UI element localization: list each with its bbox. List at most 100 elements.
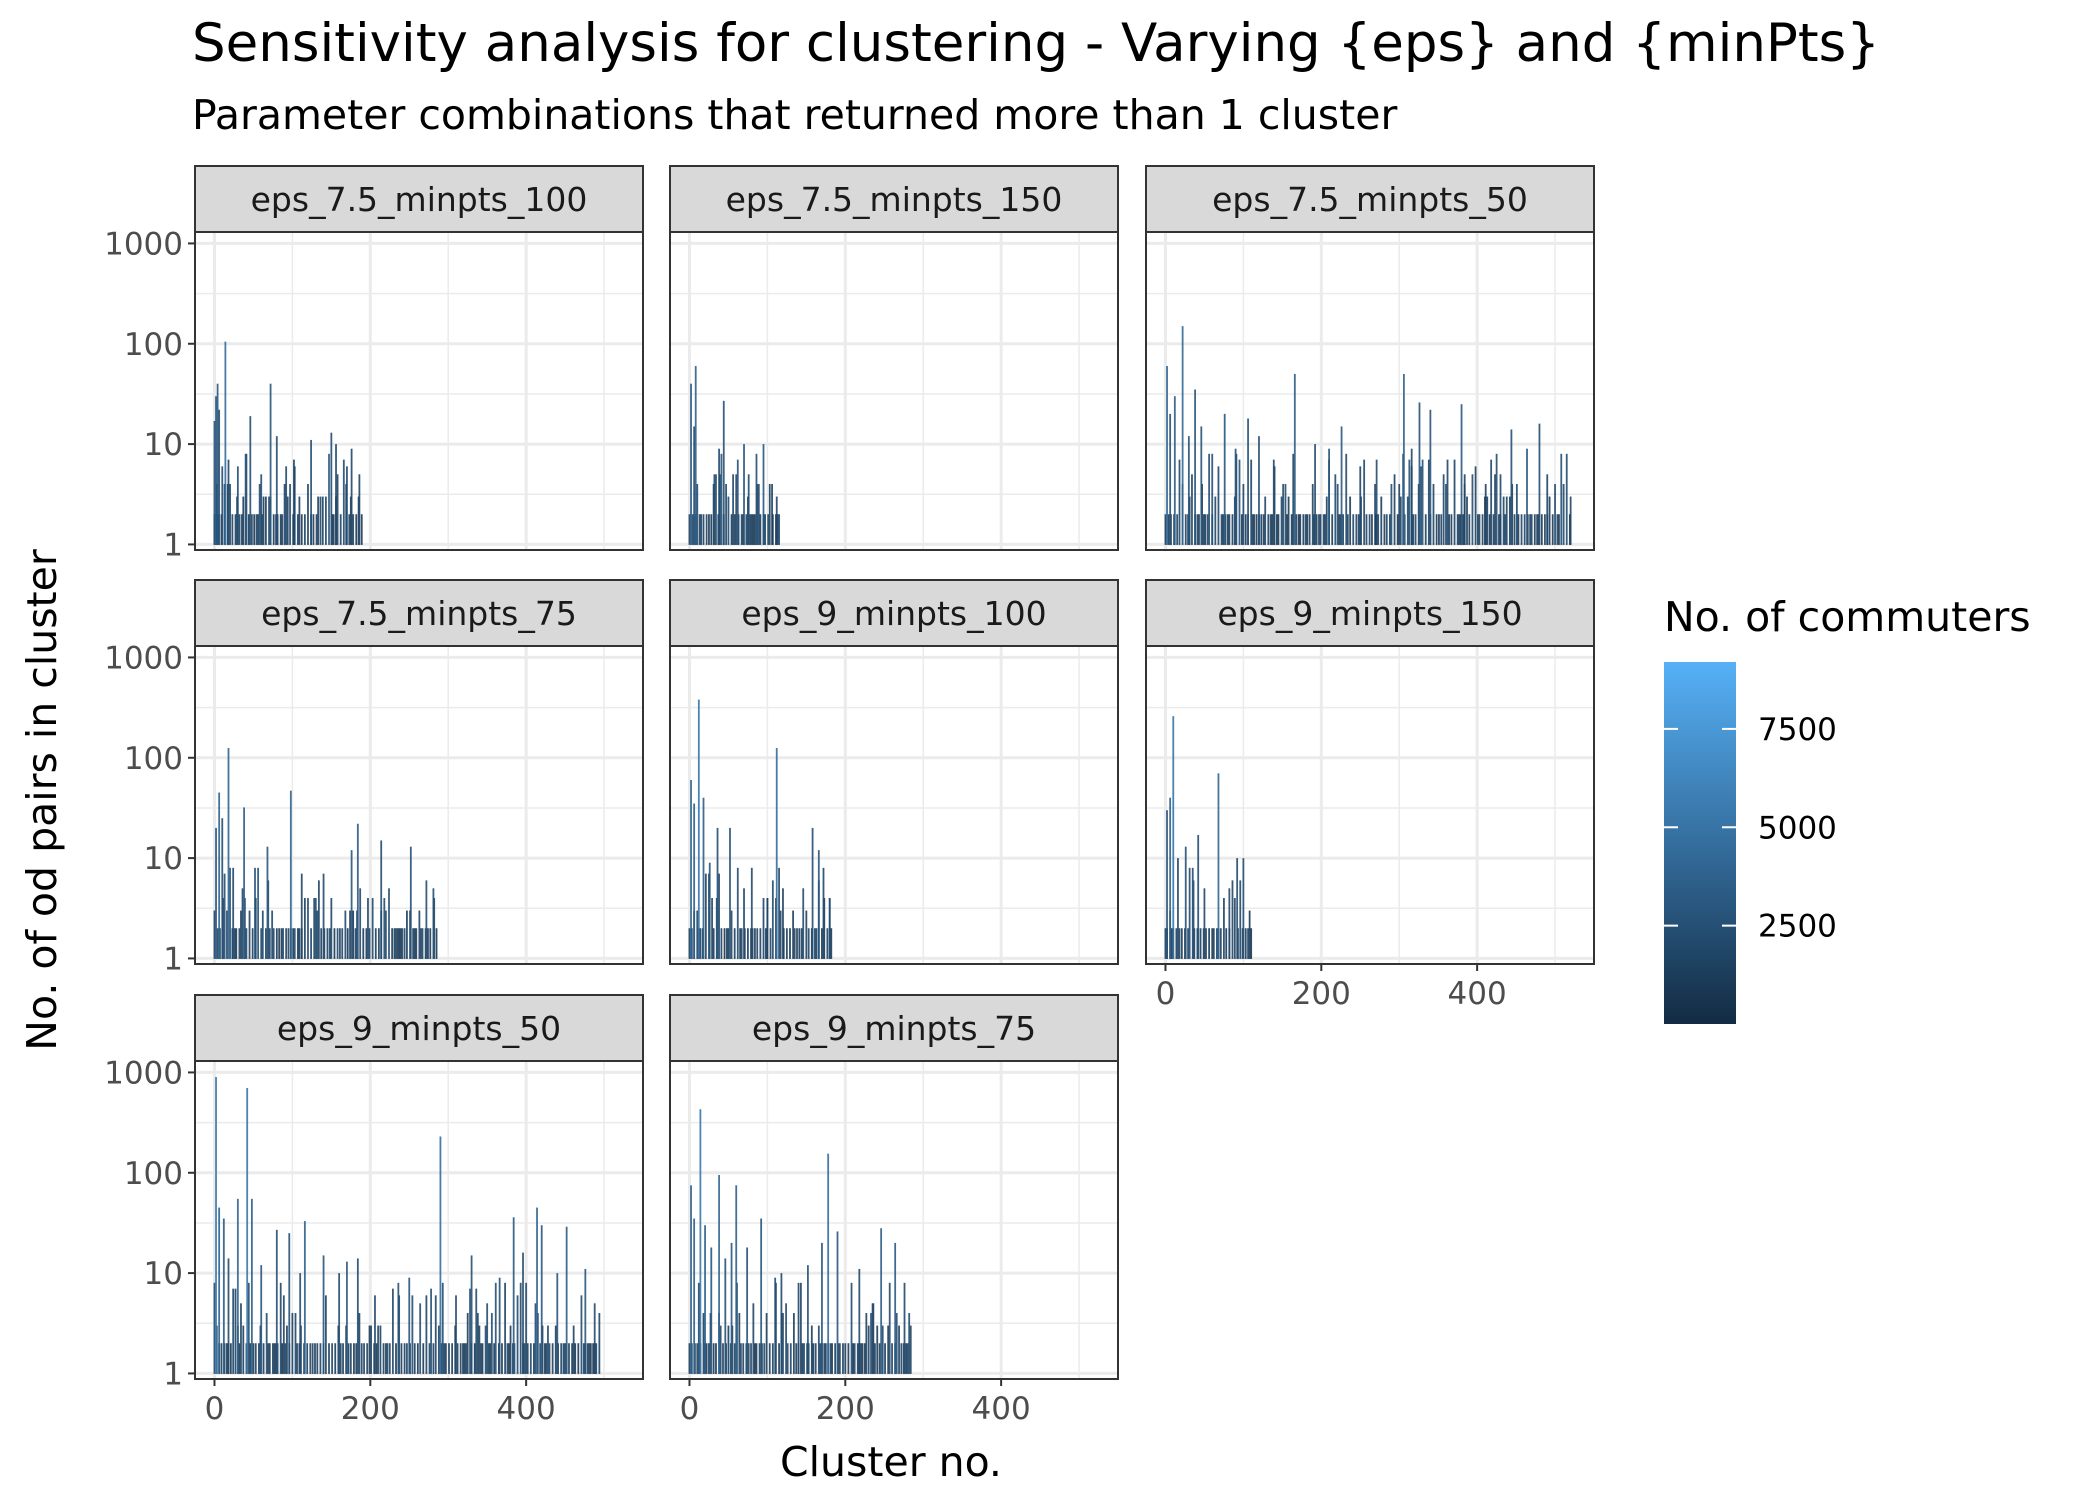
facet-strip: [669, 165, 1119, 233]
bar: [227, 1258, 230, 1374]
bar: [388, 888, 390, 959]
bar: [718, 448, 720, 545]
y-tick-label: 100: [124, 1156, 183, 1192]
bar: [1418, 402, 1421, 545]
facet-label: eps_9_minpts_75: [752, 1009, 1036, 1048]
bar: [1247, 418, 1249, 545]
bar: [508, 1343, 510, 1374]
bar: [1565, 453, 1568, 545]
bar: [1177, 858, 1179, 959]
bar: [215, 827, 217, 959]
bar: [1319, 514, 1322, 545]
bar: [243, 807, 245, 959]
bar: [562, 1343, 565, 1374]
bar: [342, 459, 345, 545]
bar: [1446, 459, 1449, 545]
bar: [1322, 514, 1325, 545]
bar: [409, 846, 412, 959]
bar: [1226, 514, 1229, 545]
bar: [439, 1136, 442, 1374]
bar: [278, 928, 281, 959]
bar: [346, 928, 349, 959]
bar: [1492, 514, 1495, 545]
bar: [347, 1343, 350, 1374]
bar: [341, 928, 344, 959]
bar: [720, 453, 723, 545]
bars: [213, 341, 363, 545]
bar: [697, 1282, 700, 1374]
bar: [767, 514, 770, 545]
bar: [1538, 423, 1541, 545]
bar: [247, 514, 250, 545]
bar: [1515, 484, 1518, 545]
bar: [465, 1343, 468, 1374]
facet-panel: eps_7.5_minpts_50: [1145, 165, 1595, 551]
bar: [1282, 484, 1285, 545]
bar: [1463, 474, 1466, 545]
bar: [291, 1313, 294, 1374]
bar: [736, 867, 739, 959]
bar: [780, 1273, 783, 1374]
bar: [743, 888, 745, 959]
bar: [279, 1282, 282, 1374]
bar: [785, 1303, 787, 1374]
bar: [254, 867, 256, 959]
bar: [360, 1343, 363, 1374]
bar: [1410, 448, 1413, 545]
bar: [1540, 514, 1543, 545]
colorbar-label: 7500: [1758, 712, 1837, 748]
bar: [867, 1325, 870, 1374]
bar: [350, 448, 353, 545]
bar: [1242, 484, 1245, 545]
bar: [279, 514, 282, 545]
bar: [1402, 373, 1405, 545]
bar: [1438, 514, 1440, 545]
bar: [391, 928, 394, 959]
bar: [821, 928, 823, 959]
bar: [257, 514, 260, 545]
bar: [448, 1343, 450, 1374]
bar: [543, 1343, 546, 1374]
bar: [874, 1343, 876, 1374]
bar: [218, 792, 221, 959]
bar: [443, 1343, 446, 1374]
bar: [1530, 514, 1533, 545]
bar: [456, 1343, 459, 1374]
bar: [1250, 928, 1253, 959]
bar: [1536, 514, 1539, 545]
bar: [1191, 474, 1193, 545]
bar: [722, 1343, 724, 1374]
bar: [356, 823, 359, 959]
bar: [1420, 466, 1422, 545]
bar: [303, 898, 306, 959]
x-tick-label: 200: [816, 1391, 875, 1427]
bar: [1169, 797, 1172, 959]
bar: [793, 928, 796, 959]
bar: [1338, 514, 1341, 545]
bar: [708, 1343, 710, 1374]
bar: [830, 928, 833, 959]
bar: [743, 444, 745, 545]
facet-label: eps_9_minpts_100: [741, 594, 1046, 633]
bar: [800, 928, 803, 959]
bar: [778, 1343, 780, 1374]
bar: [1175, 928, 1178, 959]
bar: [1284, 484, 1287, 545]
bar: [272, 514, 275, 545]
bar: [331, 1343, 334, 1374]
y-tick-label: 10: [144, 427, 183, 463]
bar: [756, 928, 759, 959]
bar: [571, 1343, 573, 1374]
bar: [1517, 514, 1520, 545]
bar: [903, 1282, 906, 1374]
bar: [803, 1343, 805, 1374]
bar: [595, 1343, 598, 1374]
bar: [1187, 436, 1190, 545]
bar: [1365, 514, 1368, 545]
bar: [1562, 484, 1565, 545]
bar: [831, 1343, 833, 1374]
bar: [1236, 858, 1239, 959]
bar: [307, 484, 309, 545]
bar: [853, 1343, 856, 1374]
bar: [1203, 888, 1206, 959]
